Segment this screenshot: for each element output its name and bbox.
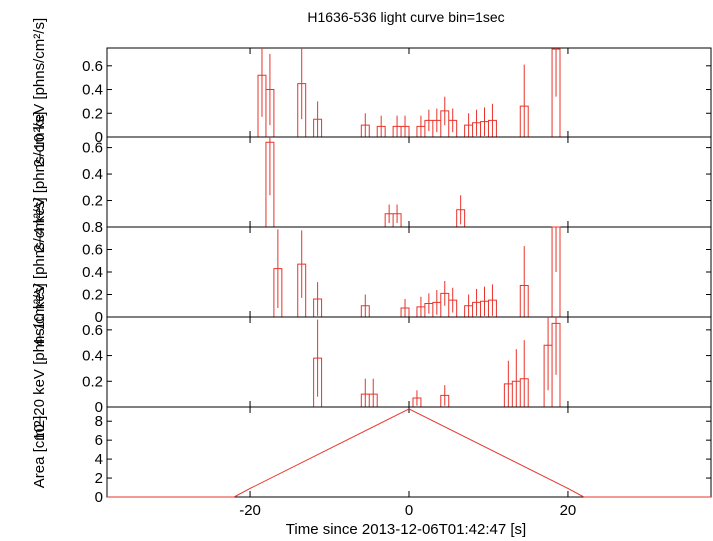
y-axis-label: 10–20 keV [phns/cm²/s] — [31, 283, 48, 441]
y-tick-label: 0.2 — [82, 373, 103, 390]
panel-2-4keV: 0.2 0.4 0.6 2–4 keV [phns/cm²/s] — [31, 112, 712, 253]
chart-title: H1636-536 light curve bin=1sec — [307, 9, 504, 25]
y-tick-label: 0 — [95, 309, 103, 326]
y-axis-label: 2–4 keV [phns/cm²/s] — [31, 112, 48, 253]
y-tick-label: 0.6 — [82, 58, 103, 75]
y-tick-label: 0.4 — [82, 348, 103, 365]
y-tick-label: 0.4 — [82, 264, 103, 281]
panel-4-10keV: 0 0.2 0.4 0.6 0.8 4–10 keV [phns/cm²/s] — [31, 197, 712, 347]
y-tick-label: 0.8 — [82, 219, 103, 236]
y-tick-label: 0 — [95, 129, 103, 146]
y-axis-label: Area [cm2] — [31, 416, 48, 489]
panel-10-20keV: 0 0.2 0.4 0.6 10–20 keV [phns/cm²/s] — [31, 283, 712, 441]
y-tick-label: 2 — [95, 470, 103, 487]
x-tick-label: 20 — [560, 502, 577, 519]
y-tick-label: 0.6 — [82, 242, 103, 259]
light-curve-series — [107, 226, 711, 318]
light-curve-series — [107, 322, 711, 408]
y-tick-label: 4 — [95, 451, 103, 468]
y-axis-label: 2–10 keV [phns/cm²/s] — [31, 18, 48, 167]
y-tick-label: 0.2 — [82, 287, 103, 304]
panel-2-10keV: 0 0.2 0.4 0.6 2–10 keV [phns/cm²/s] — [31, 18, 712, 167]
y-tick-label: 0.2 — [82, 105, 103, 122]
panels-group: 0 0.2 0.4 0.6 2–10 keV [phns/cm²/s] 0.2 0.4 0.6… — [31, 18, 712, 519]
x-axis-label: Time since 2013-12-06T01:42:47 [s] — [286, 521, 526, 538]
y-tick-label: 0.2 — [82, 193, 103, 210]
y-tick-label: 0.4 — [82, 166, 103, 183]
effective-area-curve — [107, 408, 711, 498]
y-tick-label: 0 — [95, 489, 103, 506]
y-tick-label: 8 — [95, 413, 103, 430]
y-tick-label: 0 — [95, 399, 103, 416]
x-tick-label: -20 — [239, 502, 261, 519]
panel-area: 0 2 4 6 8 Area [cm2] -20 0 20 — [31, 406, 712, 519]
y-tick-label: 6 — [95, 432, 103, 449]
y-tick-label: 0.4 — [82, 82, 103, 99]
y-axis-label: 4–10 keV [phns/cm²/s] — [31, 197, 48, 346]
y-tick-label: 0.6 — [82, 140, 103, 157]
y-tick-label: 0.6 — [82, 322, 103, 339]
x-tick-label: 0 — [405, 502, 413, 519]
